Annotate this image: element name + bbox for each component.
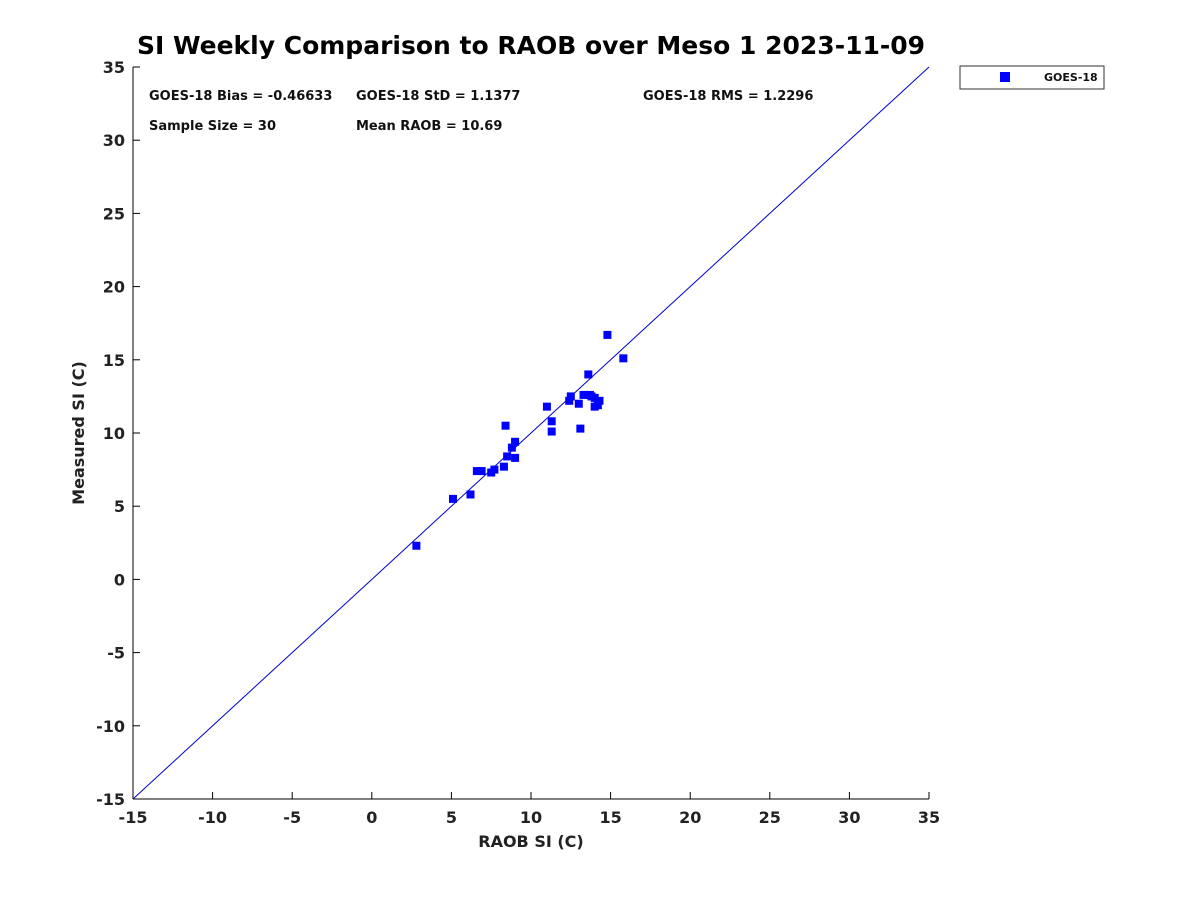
y-axis-label: Measured SI (C) [69,361,88,505]
x-tick-label: 10 [520,808,542,827]
data-point [499,462,508,471]
x-tick-label: 30 [838,808,860,827]
data-point [603,330,612,339]
legend: GOES-18 [959,65,1105,90]
plot-area: -15 -10 -5 0 5 10 15 20 25 30 35 -15 -10 -5 0 5 10 15 20 2… [96,58,940,827]
x-tick-label: -15 [119,808,148,827]
data-point [565,396,574,405]
x-tick-label: 25 [759,808,781,827]
data-point [574,399,583,408]
data-points [412,330,628,550]
stat-bias: GOES-18 Bias = -0.46633 [149,89,332,104]
data-point [501,421,510,430]
data-point [619,354,628,363]
data-point [472,467,481,476]
y-tick-label: -15 [96,790,125,809]
y-tick-label: 20 [103,278,125,297]
data-point [511,453,520,462]
data-point [466,490,475,499]
data-point [477,467,486,476]
x-tick-label: -10 [198,808,227,827]
data-point [503,452,512,461]
x-tick-label: -5 [283,808,301,827]
data-point [576,424,585,433]
x-tick-label: 20 [679,808,701,827]
y-tick-label: 0 [114,570,125,589]
y-tick-label: 30 [103,131,125,150]
chart-title: SI Weekly Comparison to RAOB over Meso 1… [137,31,925,60]
data-point [547,427,556,436]
legend-box [959,65,1105,90]
data-point [511,437,520,446]
data-point [542,402,551,411]
data-point [590,393,599,402]
data-point [547,417,556,426]
y-axis-ticks: -15 -10 -5 0 5 10 15 20 25 30 35 [96,58,140,809]
x-tick-label: 15 [599,808,621,827]
x-axis-ticks: -15 -10 -5 0 5 10 15 20 25 30 35 [119,792,940,827]
y-tick-label: -5 [107,644,125,663]
data-point [412,541,421,550]
data-point [595,396,604,405]
x-tick-label: 5 [446,808,457,827]
y-tick-label: -10 [96,717,125,736]
stat-std: GOES-18 StD = 1.1377 [356,89,520,104]
x-tick-label: 35 [918,808,940,827]
legend-label-goes-18: GOES-18 [1044,71,1098,84]
y-tick-label: 5 [114,497,125,516]
legend-marker-goes-18 [1000,72,1010,82]
y-tick-label: 35 [103,58,125,77]
y-tick-label: 25 [103,204,125,223]
stat-sample-size: Sample Size = 30 [149,119,276,134]
data-point [490,465,499,474]
data-point [593,401,602,410]
y-tick-label: 15 [103,351,125,370]
stat-rms: GOES-18 RMS = 1.2296 [643,89,813,104]
data-point [566,392,575,401]
x-axis-label: RAOB SI (C) [478,832,583,851]
data-point [584,370,593,379]
one-to-one-reference-line [132,66,930,800]
x-tick-label: 0 [366,808,377,827]
data-point [507,443,516,452]
data-point [448,494,457,503]
y-tick-label: 10 [103,424,125,443]
data-point [579,390,588,399]
stat-mean-raob: Mean RAOB = 10.69 [356,119,502,134]
